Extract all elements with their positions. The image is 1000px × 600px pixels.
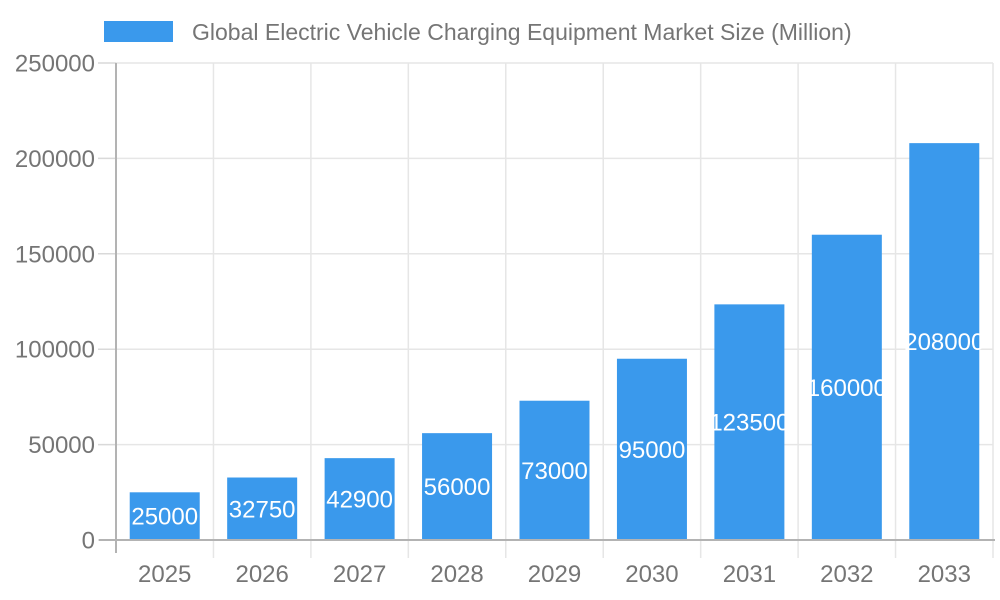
x-axis-tick-label: 2032 <box>820 561 873 588</box>
x-axis-tick-label: 2029 <box>528 561 581 588</box>
bar-value-label: 25000 <box>131 504 198 531</box>
y-axis-tick-label: 100000 <box>15 337 95 364</box>
x-axis-tick-label: 2031 <box>723 561 776 588</box>
bar-2032[interactable] <box>811 234 882 540</box>
bar-value-label: 56000 <box>424 474 491 501</box>
grid-layer <box>98 62 994 558</box>
x-axis-tick-label: 2026 <box>235 561 288 588</box>
x-axis-tick-label: 2027 <box>333 561 386 588</box>
bar-2025[interactable] <box>129 492 200 540</box>
bar-value-label: 160000 <box>807 375 887 402</box>
bar-value-label: 95000 <box>619 437 686 464</box>
bar-2029[interactable] <box>519 400 590 540</box>
y-axis-tick-label: 0 <box>82 528 95 555</box>
y-axis-tick-label: 200000 <box>15 146 95 173</box>
y-axis-tick-label: 150000 <box>15 241 95 268</box>
bar-value-label: 208000 <box>904 329 984 356</box>
bar-2030[interactable] <box>616 358 687 540</box>
bar-value-label: 42900 <box>326 487 393 514</box>
axis-layer <box>99 63 995 553</box>
bar-2031[interactable] <box>714 304 785 540</box>
bar-2028[interactable] <box>422 433 493 540</box>
bar-value-label: 73000 <box>521 458 588 485</box>
bars-layer <box>129 143 980 541</box>
bar-value-label: 32750 <box>229 496 296 523</box>
bar-2027[interactable] <box>324 458 395 540</box>
labels-layer: 0 50000 100000 150000 200000 250000 25000 2025 3… <box>15 51 984 589</box>
x-axis-tick-label: 2028 <box>430 561 483 588</box>
x-axis-tick-label: 2033 <box>918 561 971 588</box>
bar-value-label: 123500 <box>709 410 789 437</box>
y-axis-tick-label: 250000 <box>15 51 95 78</box>
chart-title: Global Electric Vehicle Charging Equipme… <box>192 19 852 45</box>
legend-swatch[interactable] <box>104 21 173 42</box>
x-axis-tick-label: 2030 <box>625 561 678 588</box>
bar-2026[interactable] <box>227 477 298 540</box>
x-axis-tick-label: 2025 <box>138 561 191 588</box>
y-axis-tick-label: 50000 <box>28 432 95 459</box>
bar-2033[interactable] <box>909 143 980 541</box>
